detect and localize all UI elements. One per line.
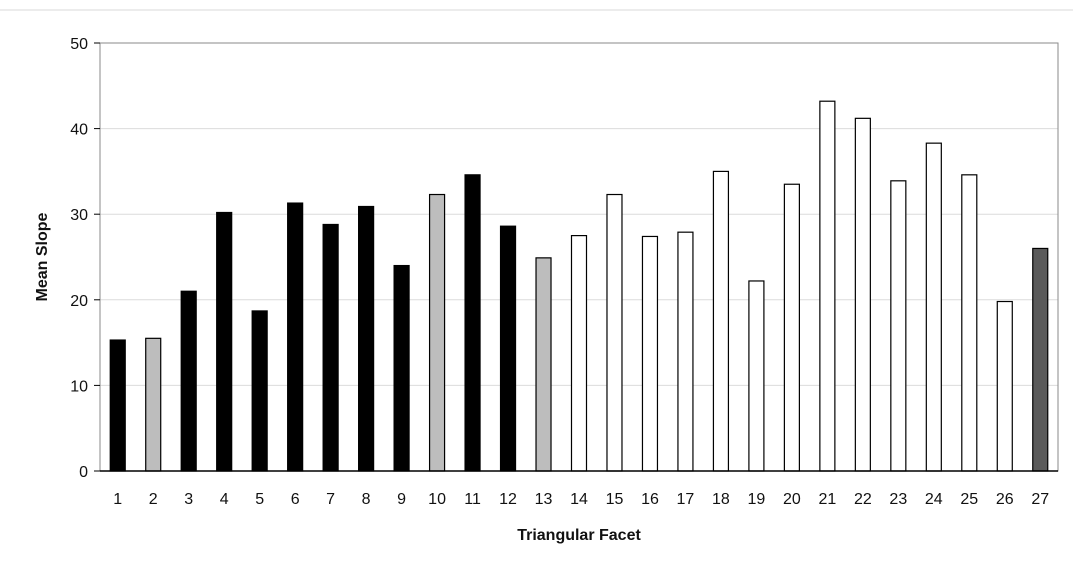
bar-4 <box>216 211 233 472</box>
x-tick-label: 3 <box>184 491 193 508</box>
x-tick-label: 25 <box>960 491 978 508</box>
bar-12 <box>499 225 517 472</box>
bar-23 <box>890 180 907 472</box>
x-axis-ticks: 1 2 3 4 5 6 7 8 9 10 11 12 13 14 15 16 17 18 19 20 21 22 23 24 2… <box>113 491 1049 508</box>
x-tick-label: 5 <box>255 491 264 508</box>
y-tick-label: 50 <box>70 36 88 53</box>
bar-20 <box>783 183 800 472</box>
x-tick-label: 23 <box>889 491 907 508</box>
x-tick-label: 2 <box>149 491 158 508</box>
bar-3 <box>180 290 197 472</box>
x-tick-label: 22 <box>854 491 872 508</box>
y-tick-label: 20 <box>70 293 88 310</box>
x-tick-label: 16 <box>641 491 659 508</box>
bar-22 <box>854 117 871 472</box>
bar-6 <box>287 202 304 472</box>
y-tick-label: 30 <box>70 207 88 224</box>
x-tick-label: 17 <box>677 491 695 508</box>
x-tick-label: 27 <box>1031 491 1049 508</box>
x-tick-label: 10 <box>428 491 446 508</box>
bar-5 <box>251 310 268 472</box>
x-tick-label: 12 <box>499 491 517 508</box>
x-tick-label: 15 <box>606 491 624 508</box>
x-tick-label: 14 <box>570 491 588 508</box>
x-tick-label: 20 <box>783 491 801 508</box>
bar-27 <box>1032 247 1049 472</box>
x-tick-label: 18 <box>712 491 730 508</box>
x-tick-label: 1 <box>113 491 122 508</box>
bar-18 <box>712 170 730 472</box>
y-axis-label: Mean Slope <box>34 212 51 301</box>
bar-25 <box>961 174 978 472</box>
bar-13 <box>535 257 552 472</box>
bar-2 <box>145 337 162 472</box>
y-tick-label: 40 <box>70 122 88 139</box>
bar-19 <box>748 280 765 472</box>
bar-10 <box>428 193 446 472</box>
bar-17 <box>677 231 694 472</box>
x-tick-label: 13 <box>535 491 553 508</box>
x-tick-label: 11 <box>464 491 481 508</box>
bar-21 <box>819 100 836 472</box>
bar-16 <box>641 235 659 472</box>
bar-1 <box>109 339 126 472</box>
x-tick-label: 6 <box>291 491 300 508</box>
bar-7 <box>322 223 339 472</box>
bars <box>109 100 1049 472</box>
x-axis-label: Triangular Facet <box>517 527 641 544</box>
x-tick-label: 4 <box>220 491 229 508</box>
bar-9 <box>393 264 410 472</box>
y-axis-ticks: 0 10 20 30 40 50 <box>70 36 100 481</box>
x-tick-label: 8 <box>362 491 371 508</box>
x-tick-label: 19 <box>748 491 766 508</box>
y-tick-label: 0 <box>79 464 88 481</box>
x-tick-label: 21 <box>818 491 836 508</box>
bar-8 <box>358 205 375 472</box>
bar-14 <box>570 235 588 472</box>
x-tick-label: 7 <box>326 491 335 508</box>
x-tick-label: 26 <box>996 491 1014 508</box>
bar-15 <box>606 193 623 472</box>
bar-24 <box>925 142 942 472</box>
bar-26 <box>996 300 1013 472</box>
x-tick-label: 24 <box>925 491 943 508</box>
x-tick-label: 9 <box>397 491 406 508</box>
bar-11 <box>464 174 481 472</box>
y-tick-label: 10 <box>70 378 88 395</box>
